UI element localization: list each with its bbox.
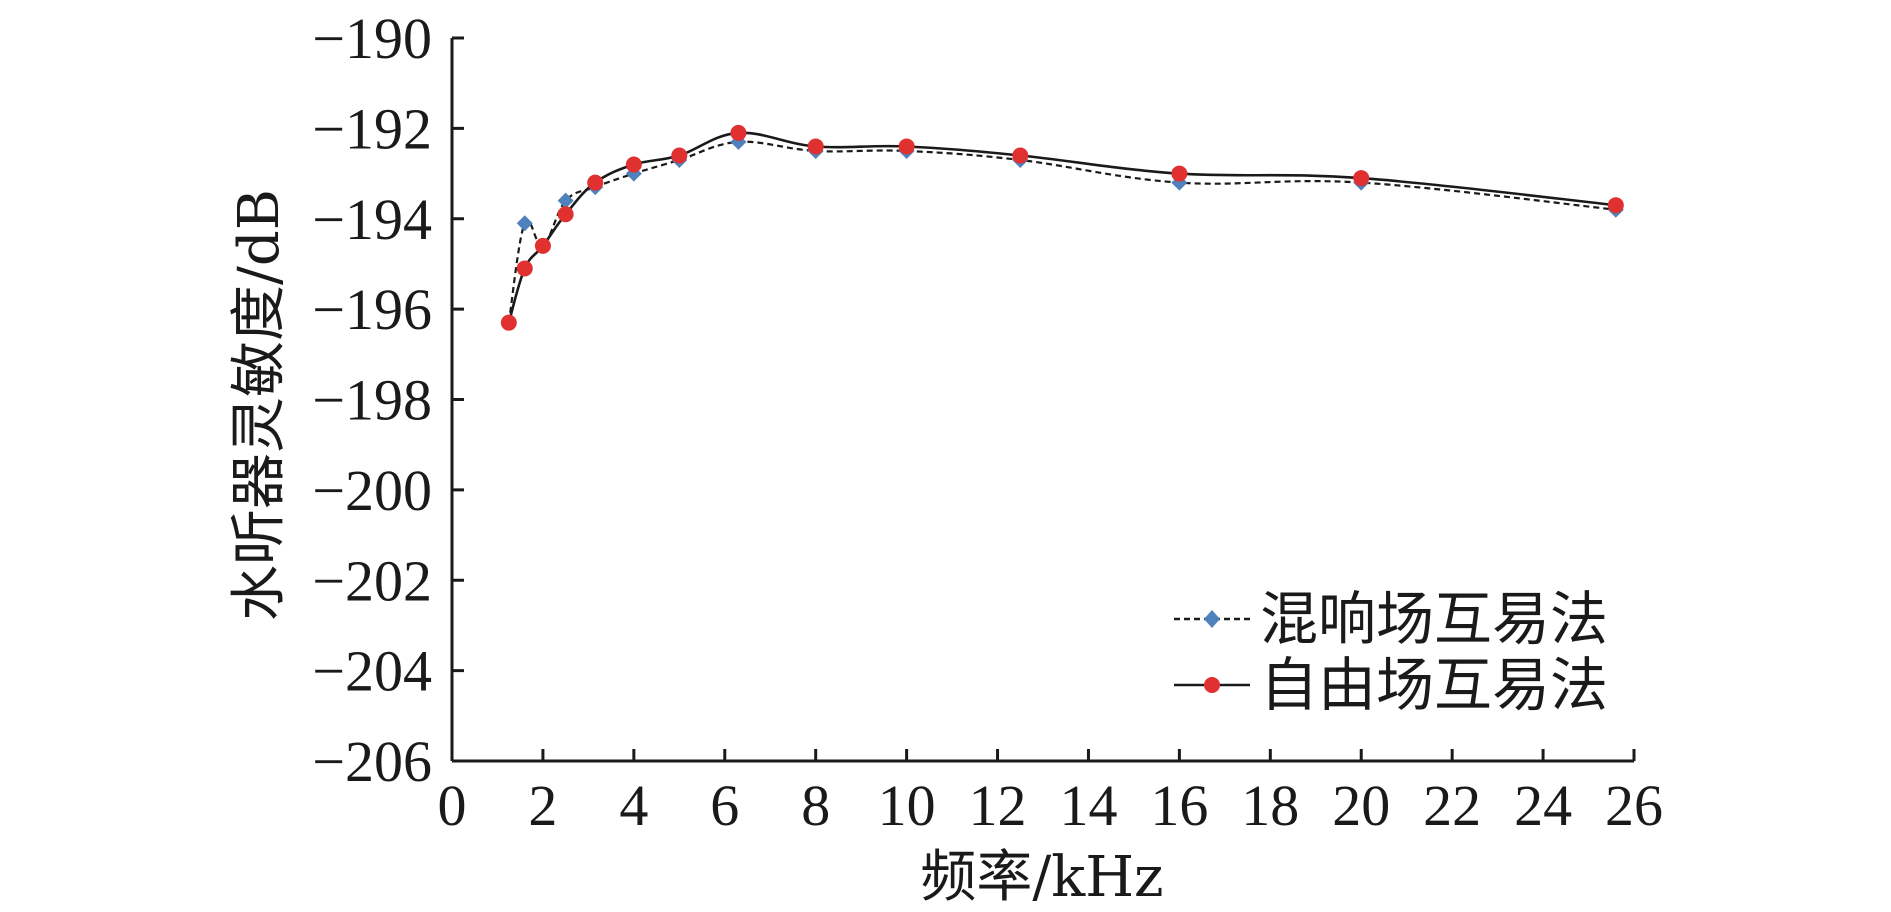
y-axis-title: 水听器灵敏度/dB [227,189,292,621]
y-tick-label: −192 [312,96,432,161]
legend-item-series-1: 混响场互易法 [1174,585,1608,653]
data-point-circle [730,124,747,141]
data-point-circle [587,174,604,191]
x-tick-label: 24 [1514,773,1572,838]
data-point-circle [1012,147,1029,164]
legend-item-series-2: 自由场互易法 [1174,651,1608,719]
y-tick-label: −190 [312,6,432,71]
data-point-diamond [557,192,574,209]
x-tick-label: 4 [619,773,648,838]
x-axis-ticks: 0 2 4 6 8 10 12 14 16 18 20 22 24 26 [438,749,1663,838]
x-tick-label: 16 [1150,773,1208,838]
x-tick-label: 2 [528,773,557,838]
data-point-circle [671,147,688,164]
x-tick-label: 20 [1332,773,1390,838]
x-tick-label: 22 [1423,773,1481,838]
legend-diamond-marker [1204,610,1220,628]
data-point-circle [1171,165,1188,182]
data-point-circle [516,260,533,277]
data-point-diamond [516,215,533,232]
series-1 [500,133,1624,331]
data-point-circle [807,138,824,155]
legend-label-series-1: 混响场互易法 [1260,585,1608,653]
data-point-circle [898,138,915,155]
x-tick-label: 18 [1241,773,1299,838]
y-tick-label: −196 [312,277,432,342]
series-2 [500,124,1624,331]
legend: 混响场互易法 自由场互易法 [1174,585,1608,719]
y-tick-label: −204 [312,639,432,704]
y-tick-label: −198 [312,368,432,433]
x-tick-label: 0 [438,773,467,838]
y-axis-ticks: −190 −192 −194 −196 −198 −200 −202 −204 −206 [312,6,464,794]
data-point-circle [534,237,551,254]
x-tick-label: 12 [969,773,1027,838]
y-tick-label: −194 [312,187,432,252]
x-axis-title: 频率/kHz [920,845,1163,910]
data-point-circle [625,156,642,173]
x-tick-label: 8 [801,773,830,838]
series-line [507,140,1616,323]
data-point-circle [557,206,574,223]
plot-area [500,124,1624,331]
legend-circle-marker [1204,677,1220,693]
x-tick-label: 14 [1059,773,1117,838]
y-tick-label: −200 [312,458,432,523]
x-tick-label: 10 [878,773,936,838]
data-point-circle [500,314,517,331]
x-tick-label: 26 [1605,773,1663,838]
data-point-circle [1353,170,1370,187]
legend-label-series-2: 自由场互易法 [1260,651,1608,719]
y-tick-label: −206 [312,729,432,794]
data-point-circle [1607,197,1624,214]
x-tick-label: 6 [710,773,739,838]
series-line [507,131,1616,324]
y-tick-label: −202 [312,548,432,613]
